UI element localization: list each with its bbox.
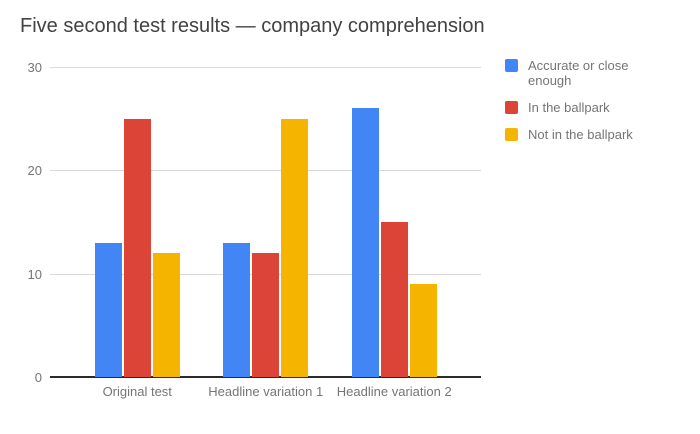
x-axis-label: Original test	[102, 384, 172, 399]
legend-swatch	[505, 128, 518, 141]
y-tick-label: 30	[27, 60, 42, 75]
bar-blue	[223, 243, 250, 377]
legend: Accurate or close enough In the ballpark N…	[505, 58, 695, 154]
legend-label: Not in the ballpark	[528, 127, 633, 142]
x-axis-label: Headline variation 2	[336, 384, 452, 399]
bar-yellow	[281, 119, 308, 377]
y-tick-label: 10	[27, 266, 42, 282]
legend-label: Accurate or close enough	[528, 58, 629, 88]
bar-red	[124, 119, 151, 377]
legend-swatch	[505, 59, 518, 72]
legend-item: Not in the ballpark	[505, 127, 695, 142]
y-tick-label: 20	[27, 163, 42, 179]
gridline	[50, 67, 481, 68]
legend-item: In the ballpark	[505, 100, 695, 115]
legend-swatch	[505, 101, 518, 114]
legend-label: In the ballpark	[528, 100, 610, 115]
bar-yellow	[153, 253, 180, 377]
chart-title: Five second test results — company compr…	[20, 15, 485, 37]
bar-blue	[95, 243, 122, 377]
x-axis-baseline	[50, 376, 481, 378]
bar-yellow	[410, 284, 437, 377]
bar-red	[381, 222, 408, 377]
gridline	[50, 170, 481, 172]
bar-red	[252, 253, 279, 377]
x-axis-label: Headline variation 1	[208, 384, 324, 399]
y-tick-label: 0	[34, 370, 42, 385]
legend-item: Accurate or close enough	[505, 58, 695, 88]
bar-blue	[352, 108, 379, 377]
